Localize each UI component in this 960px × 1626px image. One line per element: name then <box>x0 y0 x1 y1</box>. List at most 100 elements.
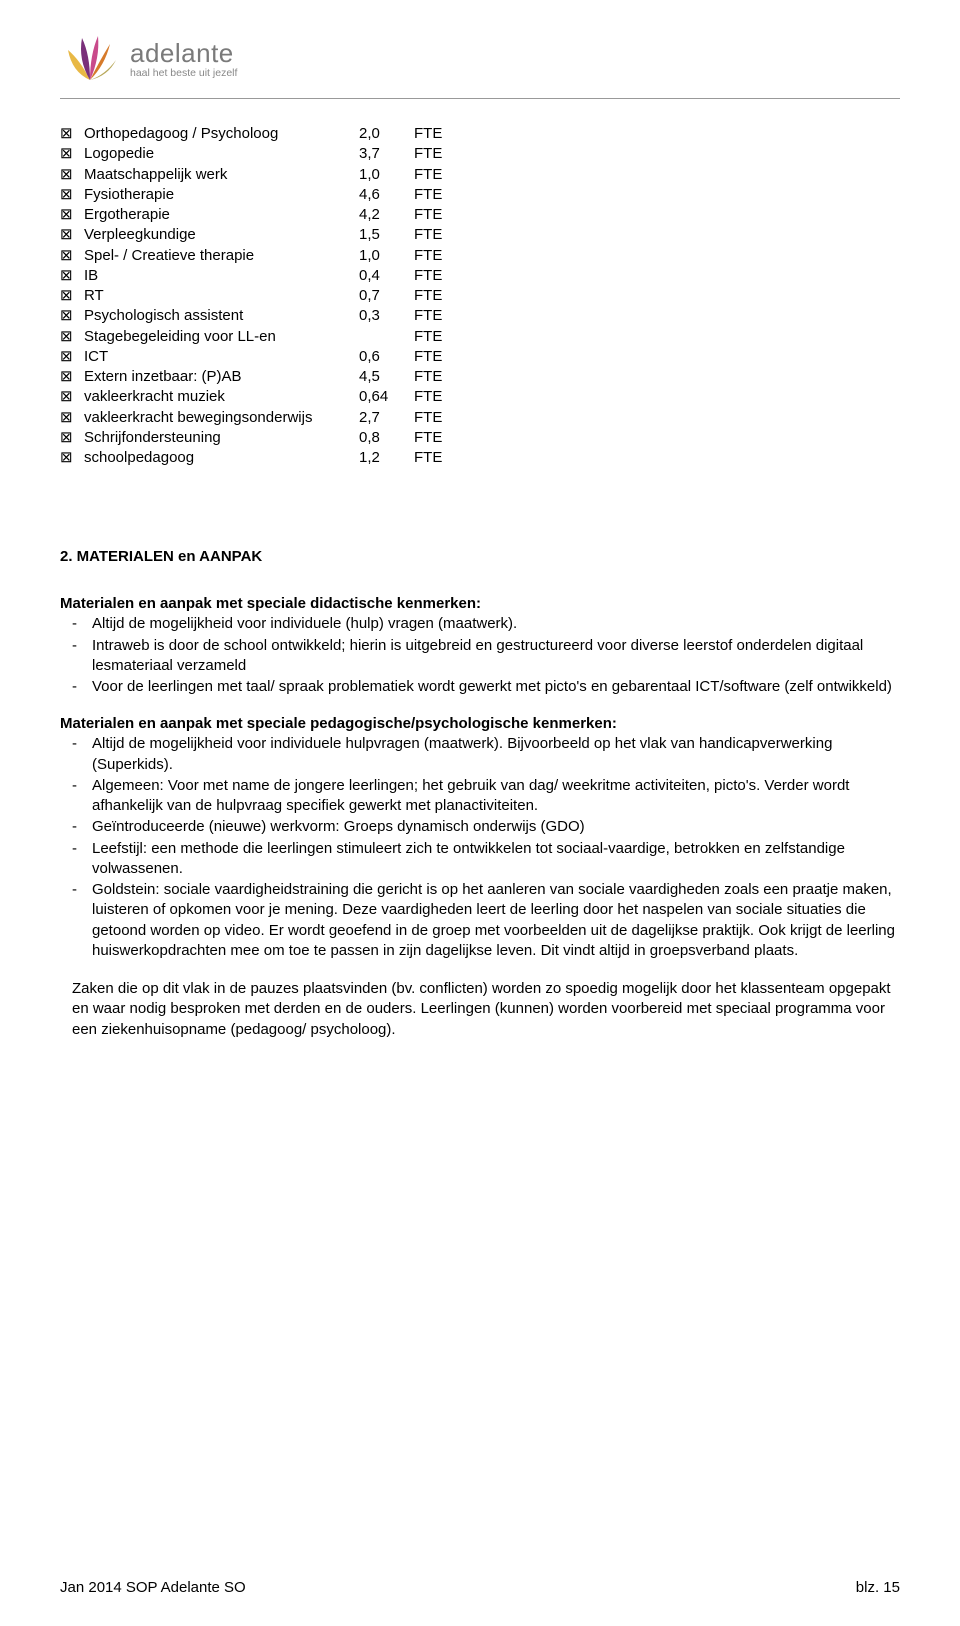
fte-unit: FTE <box>414 246 442 266</box>
list-item: Goldstein: sociale vaardigheidstraining … <box>60 880 900 961</box>
checkbox-checked-icon: ⊠ <box>60 428 84 448</box>
fte-row: ⊠Psychologisch assistent0,3FTE <box>60 306 900 326</box>
fte-value: 0,4 <box>359 266 414 286</box>
fte-label: RT <box>84 286 359 306</box>
fte-unit: FTE <box>414 124 442 144</box>
fte-unit: FTE <box>414 367 442 387</box>
fte-label: Schrijfondersteuning <box>84 428 359 448</box>
footer-left: Jan 2014 SOP Adelante SO <box>60 1579 246 1596</box>
fte-row: ⊠Maatschappelijk werk1,0FTE <box>60 165 900 185</box>
document-page: adelante haal het beste uit jezelf ⊠Orth… <box>0 0 960 1626</box>
fte-row: ⊠IB0,4FTE <box>60 266 900 286</box>
list-item: Geïntroduceerde (nieuwe) werkvorm: Groep… <box>60 817 900 837</box>
fte-table: ⊠Orthopedagoog / Psycholoog2,0FTE⊠Logope… <box>60 124 900 468</box>
checkbox-checked-icon: ⊠ <box>60 165 84 185</box>
fte-row: ⊠Schrijfondersteuning0,8FTE <box>60 428 900 448</box>
logo-name: adelante <box>130 38 237 69</box>
fte-label: Extern inzetbaar: (P)AB <box>84 367 359 387</box>
fte-unit: FTE <box>414 266 442 286</box>
fte-value: 0,6 <box>359 347 414 367</box>
checkbox-checked-icon: ⊠ <box>60 205 84 225</box>
fte-unit: FTE <box>414 408 442 428</box>
fte-label: IB <box>84 266 359 286</box>
fte-row: ⊠vakleerkracht muziek0,64FTE <box>60 387 900 407</box>
checkbox-checked-icon: ⊠ <box>60 225 84 245</box>
list-item: Voor de leerlingen met taal/ spraak prob… <box>60 677 900 697</box>
fte-label: Maatschappelijk werk <box>84 165 359 185</box>
fte-unit: FTE <box>414 327 442 347</box>
fte-row: ⊠Logopedie3,7FTE <box>60 144 900 164</box>
list-item: Altijd de mogelijkheid voor individuele … <box>60 734 900 775</box>
fte-label: Fysiotherapie <box>84 185 359 205</box>
fte-label: Spel- / Creatieve therapie <box>84 246 359 266</box>
fte-row: ⊠Stagebegeleiding voor LL-enFTE <box>60 327 900 347</box>
fte-row: ⊠Orthopedagoog / Psycholoog2,0FTE <box>60 124 900 144</box>
fte-label: Psychologisch assistent <box>84 306 359 326</box>
subheading-pedagogic: Materialen en aanpak met speciale pedago… <box>60 715 900 732</box>
fte-value: 4,6 <box>359 185 414 205</box>
fte-row: ⊠Ergotherapie4,2FTE <box>60 205 900 225</box>
fte-value: 0,3 <box>359 306 414 326</box>
checkbox-checked-icon: ⊠ <box>60 286 84 306</box>
fte-row: ⊠Verpleegkundige1,5FTE <box>60 225 900 245</box>
didactic-list: Altijd de mogelijkheid voor individuele … <box>60 614 900 697</box>
checkbox-checked-icon: ⊠ <box>60 448 84 468</box>
fte-row: ⊠RT0,7FTE <box>60 286 900 306</box>
fte-unit: FTE <box>414 165 442 185</box>
checkbox-checked-icon: ⊠ <box>60 266 84 286</box>
list-item: Algemeen: Voor met name de jongere leerl… <box>60 776 900 817</box>
closing-paragraph: Zaken die op dit vlak in de pauzes plaat… <box>60 979 900 1040</box>
checkbox-checked-icon: ⊠ <box>60 408 84 428</box>
fte-label: vakleerkracht bewegingsonderwijs <box>84 408 359 428</box>
header-divider <box>60 98 900 99</box>
fte-unit: FTE <box>414 185 442 205</box>
page-footer: Jan 2014 SOP Adelante SO blz. 15 <box>60 1579 900 1596</box>
fte-label: vakleerkracht muziek <box>84 387 359 407</box>
fte-label: Orthopedagoog / Psycholoog <box>84 124 359 144</box>
subheading-didactic: Materialen en aanpak met speciale didact… <box>60 595 900 612</box>
fte-row: ⊠vakleerkracht bewegingsonderwijs2,7FTE <box>60 408 900 428</box>
logo-text-block: adelante haal het beste uit jezelf <box>130 38 237 79</box>
checkbox-checked-icon: ⊠ <box>60 144 84 164</box>
fte-value: 0,7 <box>359 286 414 306</box>
logo-tagline: haal het beste uit jezelf <box>130 67 237 79</box>
checkbox-checked-icon: ⊠ <box>60 124 84 144</box>
fte-value: 0,8 <box>359 428 414 448</box>
fte-unit: FTE <box>414 387 442 407</box>
fte-value: 1,0 <box>359 246 414 266</box>
fte-row: ⊠Fysiotherapie4,6FTE <box>60 185 900 205</box>
fte-value: 1,5 <box>359 225 414 245</box>
section-heading: 2. MATERIALEN en AANPAK <box>60 548 900 565</box>
fte-label: Ergotherapie <box>84 205 359 225</box>
fte-label: Verpleegkundige <box>84 225 359 245</box>
logo-mark <box>60 30 120 86</box>
fte-unit: FTE <box>414 428 442 448</box>
fte-label: Stagebegeleiding voor LL-en <box>84 327 359 347</box>
checkbox-checked-icon: ⊠ <box>60 306 84 326</box>
fte-value: 3,7 <box>359 144 414 164</box>
fte-value: 1,0 <box>359 165 414 185</box>
fte-row: ⊠Extern inzetbaar: (P)AB4,5FTE <box>60 367 900 387</box>
fte-value: 0,64 <box>359 387 414 407</box>
list-item: Altijd de mogelijkheid voor individuele … <box>60 614 900 634</box>
list-item: Leefstijl: een methode die leerlingen st… <box>60 839 900 880</box>
fte-value: 4,2 <box>359 205 414 225</box>
fte-row: ⊠Spel- / Creatieve therapie1,0FTE <box>60 246 900 266</box>
footer-right: blz. 15 <box>856 1579 900 1596</box>
fte-unit: FTE <box>414 205 442 225</box>
checkbox-checked-icon: ⊠ <box>60 347 84 367</box>
checkbox-checked-icon: ⊠ <box>60 185 84 205</box>
fte-label: Logopedie <box>84 144 359 164</box>
fte-unit: FTE <box>414 286 442 306</box>
fte-label: schoolpedagoog <box>84 448 359 468</box>
fte-unit: FTE <box>414 225 442 245</box>
fte-unit: FTE <box>414 144 442 164</box>
fte-row: ⊠schoolpedagoog1,2FTE <box>60 448 900 468</box>
list-item: Intraweb is door de school ontwikkeld; h… <box>60 636 900 677</box>
checkbox-checked-icon: ⊠ <box>60 367 84 387</box>
fte-label: ICT <box>84 347 359 367</box>
fte-unit: FTE <box>414 448 442 468</box>
fte-value: 1,2 <box>359 448 414 468</box>
fte-value: 2,0 <box>359 124 414 144</box>
checkbox-checked-icon: ⊠ <box>60 387 84 407</box>
